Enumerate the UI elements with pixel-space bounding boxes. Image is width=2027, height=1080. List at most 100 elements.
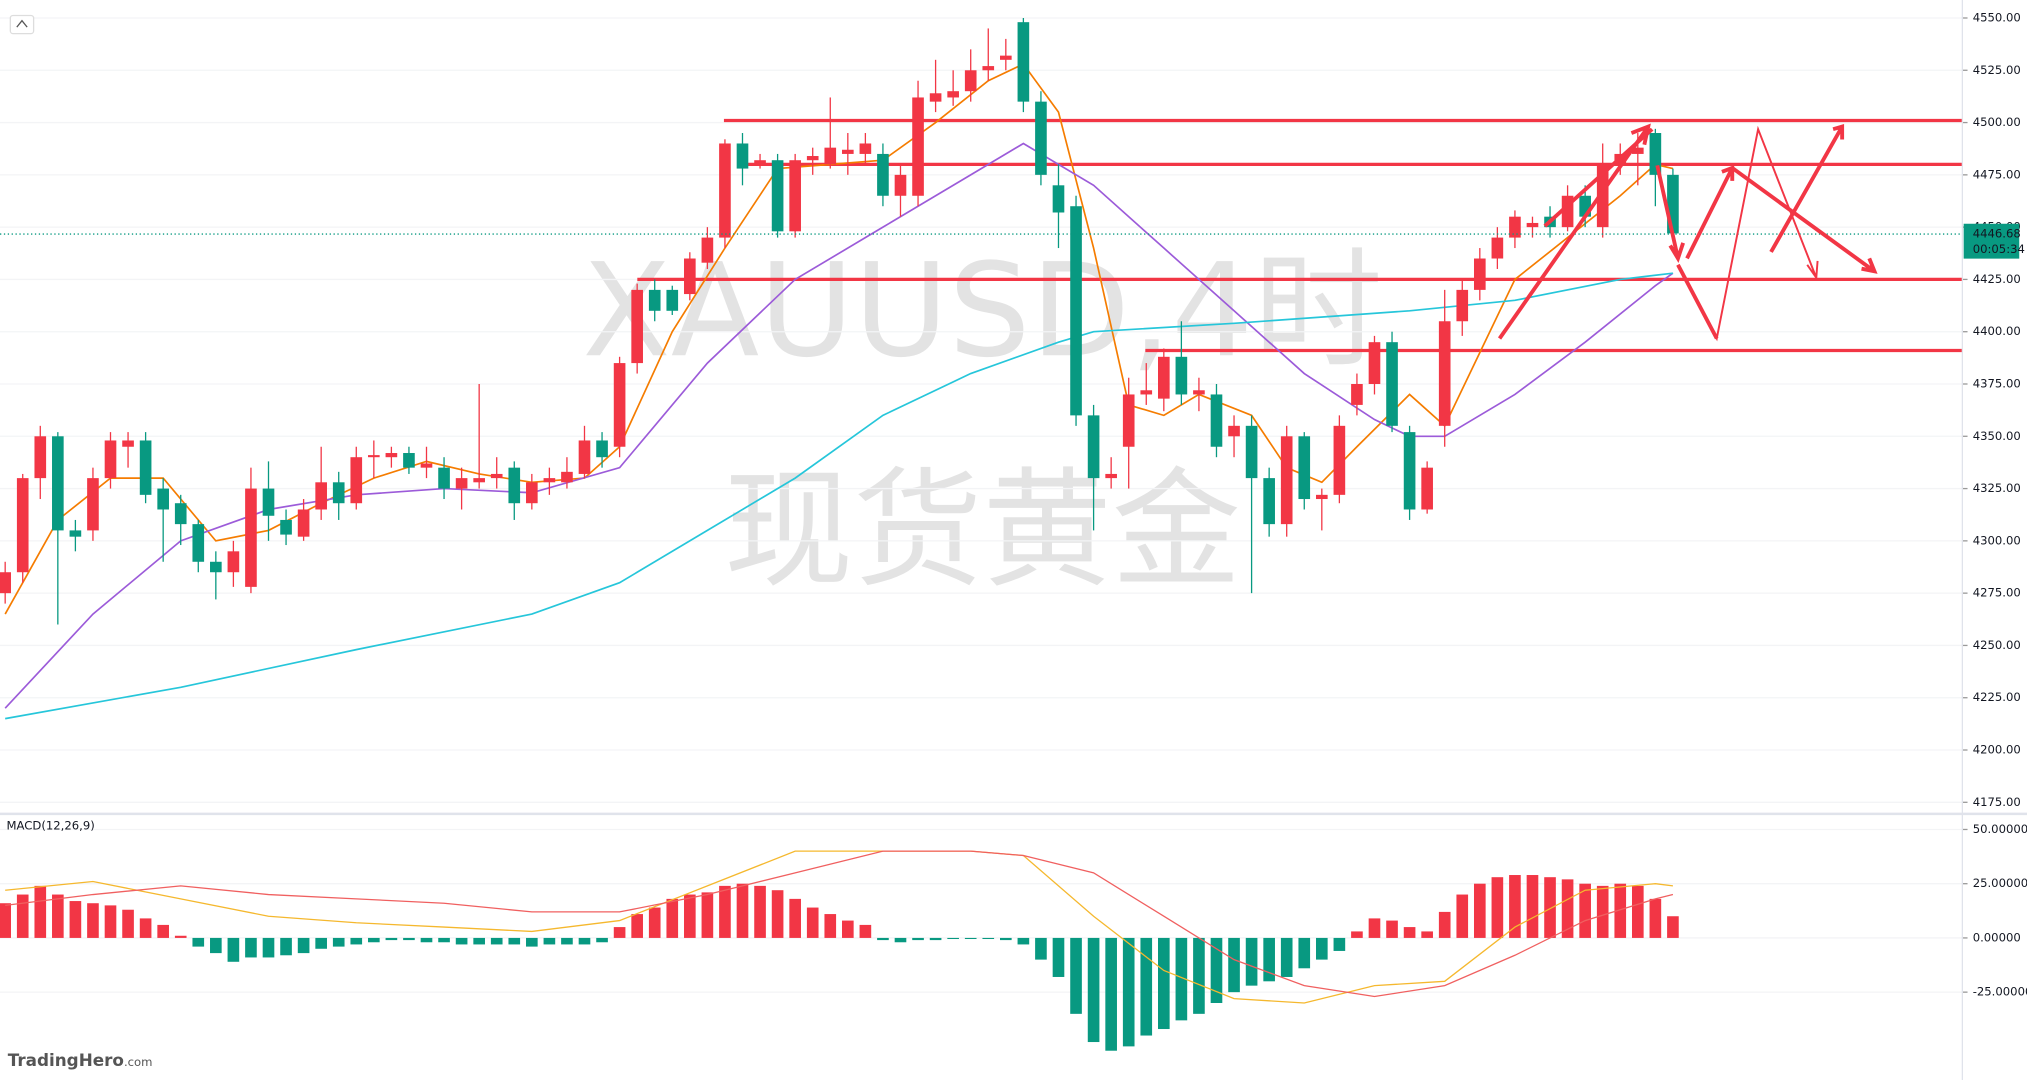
histogram-bar xyxy=(1579,883,1591,938)
collapse-button[interactable] xyxy=(9,14,35,35)
candle-body xyxy=(596,440,608,458)
histogram-bar xyxy=(543,937,556,945)
histogram-bar xyxy=(789,898,801,938)
y-tick-label: 4250.00 xyxy=(1973,638,2021,652)
histogram-bar xyxy=(87,903,99,938)
histogram-bar xyxy=(894,937,907,943)
histogram-bar xyxy=(1368,918,1381,938)
candle-body xyxy=(877,153,889,196)
histogram-bar xyxy=(139,918,152,938)
y-tick-label: 4300.00 xyxy=(1973,533,2021,547)
candle-body xyxy=(1280,436,1293,525)
histogram-bar xyxy=(1491,877,1504,938)
candle-body xyxy=(69,530,82,537)
candle-body xyxy=(929,93,942,102)
histogram-bar xyxy=(104,905,117,938)
candle-body xyxy=(1561,195,1574,228)
histogram-bar xyxy=(1245,937,1258,986)
candle-body xyxy=(736,143,749,169)
candle-body xyxy=(631,289,643,364)
candle-body xyxy=(1333,425,1346,495)
y-tick-label: 4425.00 xyxy=(1973,272,2021,286)
candle-body xyxy=(350,457,363,504)
histogram-bar xyxy=(982,937,995,940)
histogram-bar xyxy=(245,937,257,958)
candle-body xyxy=(174,503,187,525)
y-tick-label: 4200.00 xyxy=(1973,743,2021,757)
histogram-bar xyxy=(1035,937,1047,960)
arrow xyxy=(1731,166,1878,274)
candle-body xyxy=(719,143,731,238)
forecast-drawing xyxy=(1497,123,1878,342)
y-tick-label: 4375.00 xyxy=(1973,377,2021,391)
candle-body xyxy=(964,70,977,92)
candle-body xyxy=(526,482,538,504)
candle-body xyxy=(859,143,872,154)
histogram-bar xyxy=(1280,937,1293,977)
histogram-bar xyxy=(1544,877,1556,938)
histogram-bar xyxy=(508,937,521,945)
candle-body xyxy=(842,149,854,154)
brand-domain: .com xyxy=(124,1055,153,1069)
candle-body xyxy=(1351,383,1363,405)
histogram-bar xyxy=(1070,937,1082,1014)
candle-body xyxy=(1070,206,1082,416)
candle-body xyxy=(455,478,468,489)
histogram-bar xyxy=(262,937,275,958)
histogram-bar xyxy=(1667,916,1679,938)
histogram-bar xyxy=(824,914,837,938)
candle-body xyxy=(227,551,240,573)
candle-body xyxy=(16,478,29,573)
candle-body xyxy=(754,160,766,165)
histogram-bar xyxy=(1122,937,1135,1047)
histogram-bar xyxy=(648,907,661,938)
macd-title: MACD(12,26,9) xyxy=(6,818,94,832)
histogram-bar xyxy=(1351,931,1363,938)
candle-body xyxy=(368,455,380,458)
candle-body xyxy=(1087,415,1100,479)
histogram-bar xyxy=(631,914,643,938)
histogram-bar xyxy=(596,937,608,943)
candle-body xyxy=(613,363,626,447)
last-price-box xyxy=(1963,223,2020,259)
y-tick-label: 25.00000 xyxy=(1973,876,2027,890)
arrow xyxy=(1543,127,1654,228)
candle-body xyxy=(192,524,205,562)
histogram-bar xyxy=(1263,937,1275,982)
arrow xyxy=(1769,124,1845,253)
histogram-bar xyxy=(157,924,169,938)
countdown: 00:05:34 xyxy=(1973,242,2025,256)
candle-body xyxy=(34,436,47,479)
arrow xyxy=(1676,263,1719,340)
candle-body xyxy=(315,482,327,510)
histogram-bar xyxy=(1228,937,1240,993)
candle-body xyxy=(1035,101,1047,175)
y-tick-label: 4350.00 xyxy=(1973,429,2021,443)
histogram-bar xyxy=(1403,927,1416,938)
candle-body xyxy=(1526,222,1539,228)
candle-body xyxy=(1579,195,1591,217)
histogram-bar xyxy=(1473,883,1486,938)
candle-body xyxy=(385,453,398,458)
histogram-bar xyxy=(385,937,398,941)
candle-body xyxy=(666,289,679,311)
candle-body xyxy=(1105,473,1117,479)
watermark-name: 现货黄金 xyxy=(724,456,1241,606)
candle-body xyxy=(52,436,64,531)
candle-body xyxy=(280,519,292,535)
histogram-bar xyxy=(1438,911,1451,938)
arrow xyxy=(1497,123,1651,340)
histogram-bar xyxy=(332,937,345,947)
candle-body xyxy=(262,488,275,516)
histogram-bar xyxy=(1210,937,1223,1003)
histogram-bar xyxy=(578,937,591,945)
last-price-label: 4446.68 xyxy=(1973,227,2021,241)
candle-body xyxy=(1263,478,1275,525)
histogram-bar xyxy=(403,937,415,941)
candle-body xyxy=(912,97,924,196)
histogram-bar xyxy=(315,937,327,949)
brand: TradingHero.com xyxy=(8,1050,153,1070)
histogram-bar xyxy=(122,909,134,938)
histogram-bar xyxy=(1105,937,1117,1051)
